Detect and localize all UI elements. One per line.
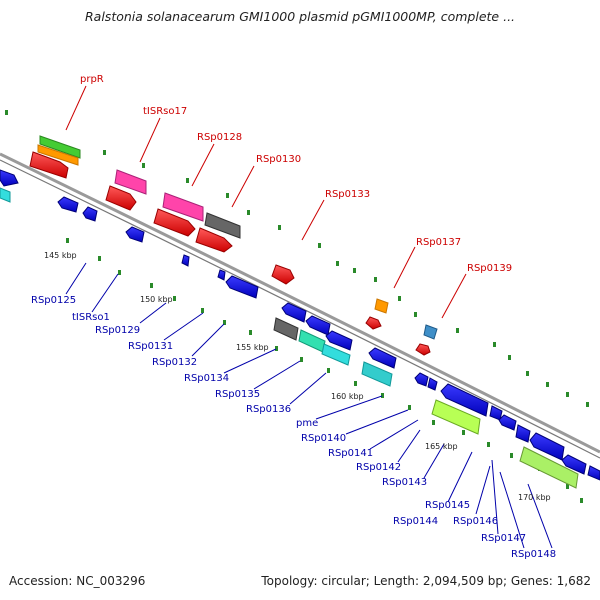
reverse-genes xyxy=(0,169,600,489)
label-pme[interactable]: pme xyxy=(296,418,318,429)
gene-rev-13[interactable] xyxy=(427,377,438,391)
gene-rev-17[interactable] xyxy=(515,424,531,443)
gene-rev-4[interactable] xyxy=(125,226,145,243)
reverse-labels: RSp0125 tISRso1 RSp0129 RSp0131 RSp0132 … xyxy=(31,295,556,560)
forward-labels: prpR tISRso17 RSp0128 RSp0130 RSp0133 RS… xyxy=(80,74,512,274)
gene-RSp0148-bar[interactable] xyxy=(519,446,579,489)
label-RSp0130[interactable]: RSp0130 xyxy=(256,154,301,165)
forward-genes xyxy=(29,135,438,356)
scale-labels: 145 kbp 150 kbp 155 kbp 160 kbp 165 kbp … xyxy=(44,251,551,502)
label-RSp0147[interactable]: RSp0147 xyxy=(481,533,526,544)
label-RSp0145[interactable]: RSp0145 xyxy=(425,500,470,511)
gene-rev-3[interactable] xyxy=(82,206,98,222)
backbone-outer xyxy=(0,152,600,454)
label-tISRso1[interactable]: tISRso1 xyxy=(72,312,110,323)
gene-rev-14[interactable] xyxy=(440,383,489,417)
outer-ticks xyxy=(5,110,589,407)
gene-rev-10[interactable] xyxy=(325,330,353,351)
gene-rev-12[interactable] xyxy=(414,372,429,387)
gene-arrow-red-2[interactable] xyxy=(153,208,196,237)
gene-RSp0128-bar[interactable] xyxy=(162,192,204,222)
label-RSp0128[interactable]: RSp0128 xyxy=(197,132,242,143)
gene-RSp0133-arrow[interactable] xyxy=(271,264,295,285)
inner-ticks xyxy=(66,238,583,503)
gene-rev-18[interactable] xyxy=(529,432,565,461)
label-RSp0144[interactable]: RSp0144 xyxy=(393,516,438,527)
scale-label-165: 165 kbp xyxy=(425,442,458,451)
label-RSp0139[interactable]: RSp0139 xyxy=(467,263,512,274)
scale-label-170: 170 kbp xyxy=(518,493,551,502)
gene-rev-7[interactable] xyxy=(225,275,259,299)
label-tISRso17[interactable]: tISRso17 xyxy=(143,106,187,117)
scale-label-150: 150 kbp xyxy=(140,295,173,304)
label-RSp0137[interactable]: RSp0137 xyxy=(416,237,461,248)
gene-RSp0135-bar[interactable] xyxy=(298,329,326,353)
gene-rev-20[interactable] xyxy=(587,465,600,481)
gene-RSp0139-bar[interactable] xyxy=(423,324,438,340)
label-RSp0143[interactable]: RSp0143 xyxy=(382,477,427,488)
gene-rev-8[interactable] xyxy=(281,302,307,323)
backbone-inner xyxy=(0,159,600,459)
label-RSp0136[interactable]: RSp0136 xyxy=(246,404,291,415)
scale-label-145: 145 kbp xyxy=(44,251,77,260)
label-RSp0125[interactable]: RSp0125 xyxy=(31,295,76,306)
gene-prpR-bar-green[interactable] xyxy=(39,135,81,159)
label-RSp0131[interactable]: RSp0131 xyxy=(128,341,173,352)
gene-arrow-red-1[interactable] xyxy=(105,185,137,211)
gene-prpR-arrow[interactable] xyxy=(29,151,69,179)
label-RSp0132[interactable]: RSp0132 xyxy=(152,357,197,368)
scale-label-160: 160 kbp xyxy=(331,392,364,401)
gene-rev-1[interactable] xyxy=(0,169,19,187)
gene-rev-9[interactable] xyxy=(305,315,331,336)
gene-rev-19[interactable] xyxy=(561,454,587,475)
gene-RSp0137-bar[interactable] xyxy=(374,298,389,314)
gene-RSp0143-bar[interactable] xyxy=(431,399,481,435)
label-prpR[interactable]: prpR xyxy=(80,74,104,85)
gene-rev-16[interactable] xyxy=(498,414,517,431)
gene-arrow-red-4[interactable] xyxy=(365,316,382,330)
gene-RSp0134-bar[interactable] xyxy=(273,317,299,341)
gene-tISRso17-bar[interactable] xyxy=(114,169,147,195)
accession-text: Accession: NC_003296 xyxy=(9,574,146,588)
gene-RSp0130-bar[interactable] xyxy=(204,212,241,239)
gene-rev-6[interactable] xyxy=(217,269,226,281)
label-RSp0140[interactable]: RSp0140 xyxy=(301,433,346,444)
gene-arrow-red-3[interactable] xyxy=(195,227,233,253)
label-RSp0133[interactable]: RSp0133 xyxy=(325,189,370,200)
forward-leaders xyxy=(65,85,467,319)
label-RSp0135[interactable]: RSp0135 xyxy=(215,389,260,400)
label-RSp0142[interactable]: RSp0142 xyxy=(356,462,401,473)
gene-pme-bar[interactable] xyxy=(361,361,393,387)
label-RSp0134[interactable]: RSp0134 xyxy=(184,373,229,384)
scale-label-155: 155 kbp xyxy=(236,343,269,352)
map-title: Ralstonia solanacearum GMI1000 plasmid p… xyxy=(84,9,516,24)
gene-rev-2[interactable] xyxy=(57,196,79,213)
label-RSp0141[interactable]: RSp0141 xyxy=(328,448,373,459)
reverse-leaders xyxy=(65,262,553,549)
gene-rev-cyan-1[interactable] xyxy=(0,187,11,203)
topology-summary-text: Topology: circular; Length: 2,094,509 bp… xyxy=(261,574,591,588)
gene-arrow-red-5[interactable] xyxy=(415,343,431,356)
gene-rev-11[interactable] xyxy=(368,347,397,369)
gene-prpR-bar-orange[interactable] xyxy=(37,144,79,166)
label-RSp0146[interactable]: RSp0146 xyxy=(453,516,498,527)
label-RSp0129[interactable]: RSp0129 xyxy=(95,325,140,336)
gene-rev-5[interactable] xyxy=(181,254,190,267)
gene-RSp0136-bar[interactable] xyxy=(321,343,351,366)
label-RSp0148[interactable]: RSp0148 xyxy=(511,549,556,560)
